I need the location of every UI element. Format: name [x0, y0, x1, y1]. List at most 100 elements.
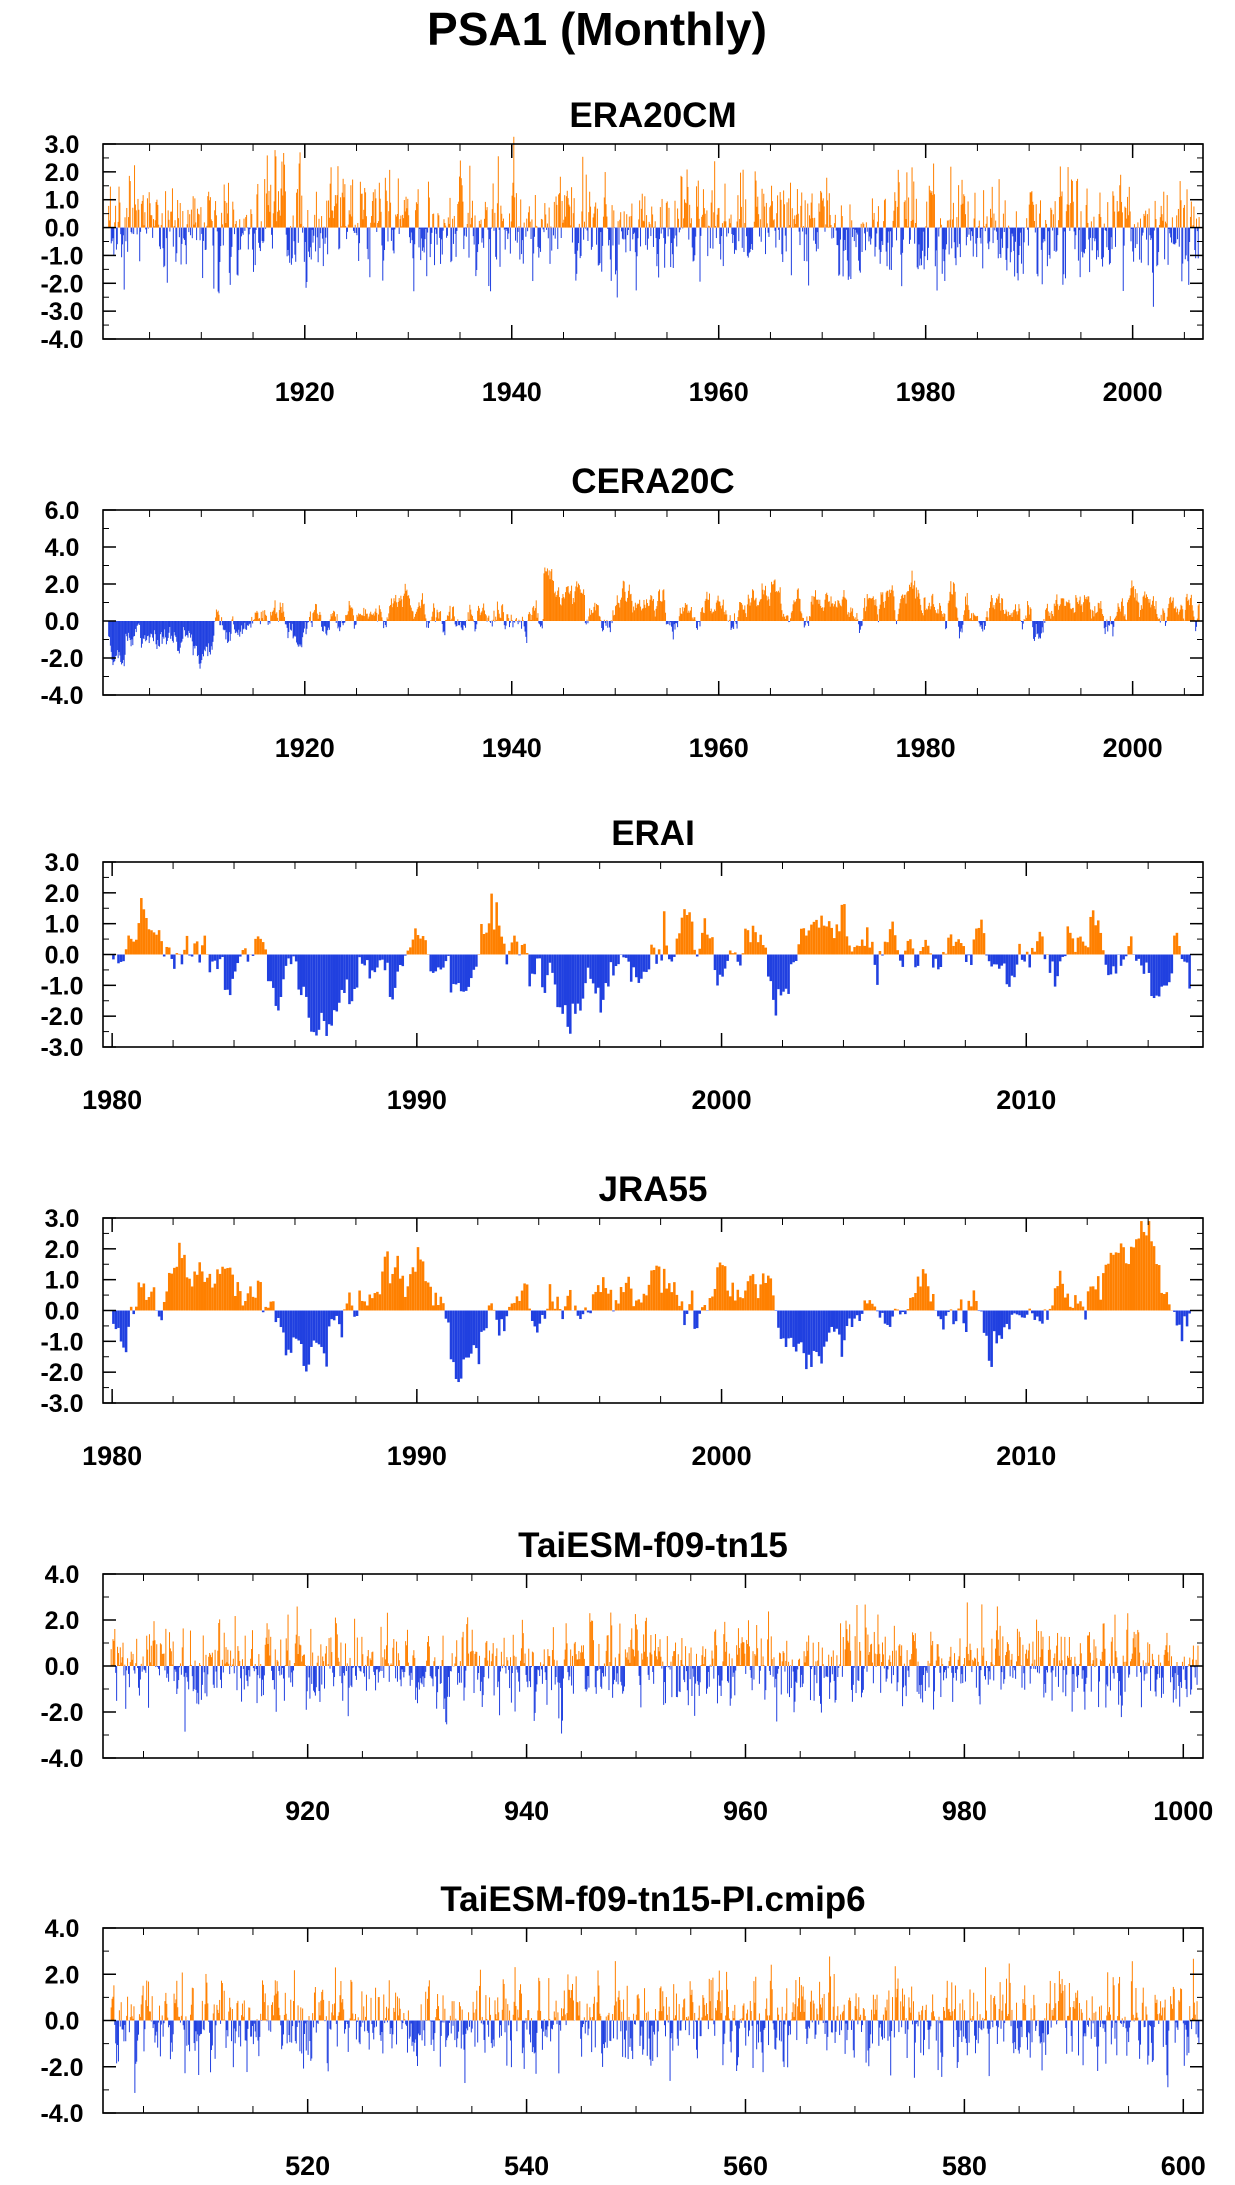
- anomaly-bar: [839, 1664, 841, 1666]
- anomaly-bar: [144, 1666, 146, 1671]
- anomaly-bar: [808, 1635, 810, 1666]
- anomaly-bar: [831, 603, 833, 621]
- anomaly-bar: [289, 621, 291, 623]
- anomaly-bar: [527, 227, 529, 232]
- anomaly-bar: [973, 1661, 975, 1666]
- anomaly-bar: [452, 954, 455, 985]
- anomaly-bar: [1067, 1657, 1069, 1666]
- anomaly-bar: [865, 222, 867, 228]
- anomaly-bar: [646, 603, 648, 621]
- anomaly-bar: [815, 919, 818, 955]
- anomaly-bar: [555, 196, 557, 228]
- anomaly-bar: [1049, 612, 1051, 621]
- anomaly-bar: [320, 1644, 322, 1666]
- anomaly-bar: [550, 571, 552, 621]
- anomaly-bar: [574, 591, 576, 621]
- anomaly-bar: [443, 1666, 445, 1710]
- anomaly-bar: [825, 1666, 827, 1677]
- anomaly-bar: [1194, 227, 1196, 251]
- anomaly-bar: [690, 610, 692, 621]
- anomaly-bar: [315, 1666, 317, 1688]
- anomaly-bar: [799, 1658, 801, 1666]
- anomaly-bar: [228, 1267, 232, 1311]
- anomaly-bar: [401, 1275, 405, 1311]
- anomaly-bar: [510, 942, 514, 955]
- anomaly-bar: [653, 226, 655, 228]
- anomaly-bar: [787, 615, 789, 621]
- anomaly-bar: [838, 1666, 840, 1668]
- anomaly-bar: [293, 227, 295, 242]
- anomaly-bar: [567, 586, 569, 621]
- anomaly-bar: [521, 621, 523, 629]
- anomaly-bar: [636, 1629, 638, 1666]
- anomaly-bar: [195, 941, 199, 955]
- anomaly-bar: [609, 1289, 613, 1311]
- anomaly-bar: [398, 598, 400, 621]
- anomaly-bar: [1169, 598, 1171, 621]
- anomaly-bar: [129, 621, 131, 640]
- anomaly-bar: [815, 227, 817, 252]
- anomaly-bar: [504, 621, 506, 630]
- anomaly-bar: [163, 227, 165, 268]
- anomaly-bar: [703, 918, 707, 955]
- anomaly-bar: [989, 227, 991, 242]
- anomaly-bar: [341, 192, 343, 228]
- anomaly-bar: [1051, 954, 1054, 962]
- anomaly-bar: [1047, 611, 1049, 621]
- anomaly-bar: [352, 179, 354, 228]
- anomaly-bar: [1074, 227, 1076, 250]
- anomaly-bar: [1000, 227, 1002, 258]
- anomaly-bar: [623, 211, 625, 228]
- anomaly-bar: [833, 1666, 835, 1681]
- anomaly-bar: [744, 1653, 746, 1666]
- anomaly-bar: [1010, 227, 1012, 253]
- anomaly-bar: [1186, 593, 1188, 621]
- anomaly-bar: [589, 1310, 592, 1314]
- anomaly-bar: [974, 1658, 976, 1666]
- anomaly-bar: [794, 602, 796, 621]
- anomaly-bar: [628, 216, 630, 228]
- anomaly-bar: [1143, 1666, 1145, 1681]
- anomaly-bar: [635, 1300, 638, 1311]
- anomaly-bar: [390, 202, 392, 228]
- anomaly-bar: [797, 588, 799, 621]
- anomaly-bar: [125, 1666, 127, 1709]
- anomaly-bar: [406, 1629, 408, 1666]
- anomaly-bar: [1154, 1666, 1156, 1692]
- anomaly-bar: [546, 1308, 549, 1311]
- anomaly-bar: [1119, 1243, 1123, 1311]
- anomaly-bar: [651, 596, 653, 621]
- anomaly-bar: [741, 227, 743, 248]
- anomaly-bar: [222, 1666, 224, 1673]
- anomaly-bar: [954, 1653, 956, 1666]
- anomaly-bar: [369, 227, 371, 278]
- anomaly-bar: [536, 617, 538, 621]
- anomaly-bar: [1167, 608, 1169, 621]
- anomaly-bar: [1099, 1659, 1101, 1666]
- anomaly-bar: [959, 621, 961, 632]
- anomaly-bar: [259, 1666, 261, 1679]
- anomaly-bar: [336, 1634, 338, 1666]
- anomaly-bar: [391, 607, 393, 621]
- anomaly-bar: [1188, 954, 1191, 989]
- anomaly-bar: [1069, 932, 1072, 955]
- anomaly-bar: [1052, 214, 1054, 228]
- anomaly-bar: [340, 1310, 344, 1338]
- anomaly-bar: [475, 954, 478, 967]
- anomaly-bar: [163, 1653, 165, 1666]
- anomaly-bar: [1133, 1631, 1135, 1666]
- anomaly-bar: [112, 227, 114, 239]
- anomaly-bar: [870, 227, 872, 245]
- anomaly-bar: [716, 954, 719, 986]
- anomaly-bar: [952, 202, 954, 228]
- anomaly-bar: [466, 1624, 468, 1666]
- anomaly-bar: [323, 621, 325, 626]
- anomaly-bar: [468, 227, 470, 258]
- anomaly-bar: [408, 215, 410, 228]
- anomaly-bar: [501, 213, 503, 228]
- anomaly-bar: [902, 597, 904, 621]
- anomaly-bar: [265, 193, 267, 228]
- anomaly-bar: [1008, 954, 1011, 987]
- anomaly-bar: [196, 208, 198, 228]
- anomaly-bar: [717, 1666, 719, 1676]
